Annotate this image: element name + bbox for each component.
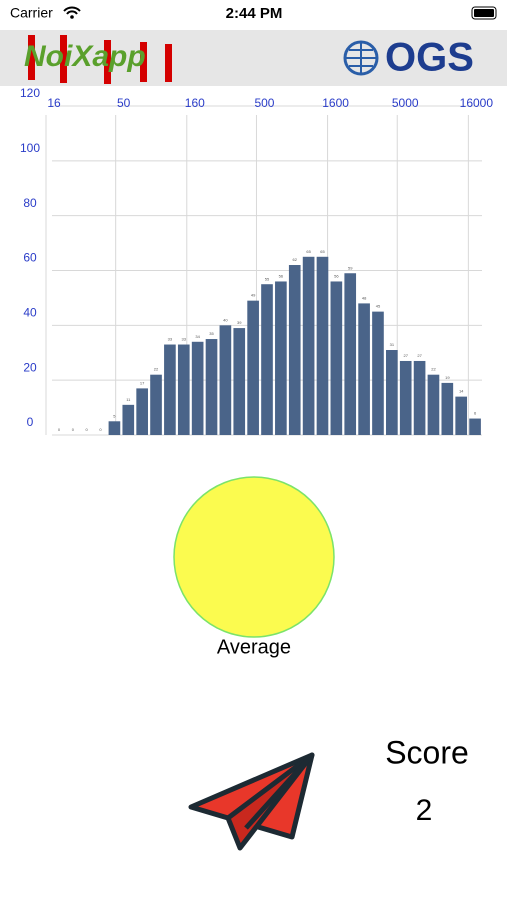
bar [399,360,412,435]
plane-fold [244,753,314,830]
y-tick-label: 100 [20,141,40,155]
value-label: 45 [376,304,381,309]
value-label: 0 [58,427,61,432]
bar [427,374,440,435]
y-tick-label: 0 [27,415,34,429]
x-tick-label: 50 [117,96,131,110]
bar [219,325,232,435]
x-tick-label: 16000 [460,96,494,110]
value-label: 5 [113,413,116,418]
bar [122,404,135,435]
value-label: 22 [431,367,436,372]
ogs-globe [343,40,379,76]
value-label: 6 [474,411,477,416]
y-tick-label: 120 [20,86,40,100]
value-label: 55 [265,276,270,281]
bar [358,303,370,435]
logo-bar [28,35,35,80]
value-label: 34 [195,334,200,339]
battery [471,6,497,20]
bar [150,374,162,435]
bar [136,388,148,435]
value-label: 27 [403,353,408,358]
bar [288,265,301,435]
value-label: 59 [348,265,353,270]
value-label: 56 [334,274,339,279]
bar [164,344,176,435]
value-label: 40 [223,317,228,322]
value-label: 17 [140,380,145,385]
bar [455,396,468,435]
wifi-icon [63,6,81,15]
time: 2:44 PM [226,5,283,22]
x-tick-label: 500 [254,96,274,110]
value-label: 0 [86,427,89,432]
value-label: 48 [362,295,367,300]
y-tick-label: 80 [23,196,37,210]
value-label: 0 [72,427,75,432]
value-label: 19 [445,375,450,380]
bar [386,350,398,435]
x-tick-label: 1600 [322,96,349,110]
value-label: 0 [99,427,102,432]
logo-bar [104,40,111,84]
bar [261,284,273,435]
bar [191,341,204,435]
bar [247,300,259,435]
bar [330,281,343,435]
value-label: 22 [154,367,159,372]
bar [441,382,454,435]
bar [316,256,329,435]
value-label: 27 [417,353,422,358]
left-logo: NoiXapp [24,40,146,73]
value-label: 49 [251,293,256,298]
bar [108,421,121,435]
ogs-globe-lines [346,43,376,73]
carrier: Carrier [10,5,53,21]
score-label: Score [385,734,469,770]
logo-bar [140,42,147,82]
battery-level [474,9,494,17]
value-label: 65 [306,249,311,254]
right-logo: OGS [385,36,474,80]
x-tick-label: 16 [47,96,61,110]
bar [372,311,384,435]
bar [302,256,315,435]
value-label: 31 [390,342,395,347]
bar [233,328,246,435]
x-tick-label: 5000 [392,96,419,110]
bar [275,281,287,435]
value-label: 35 [209,331,214,336]
status-bar [0,0,507,30]
value-label: 14 [459,389,464,394]
bar [205,339,218,435]
y-tick-label: 20 [23,360,37,374]
value-label: 33 [168,337,173,342]
value-label: 39 [237,320,242,325]
header [0,30,507,86]
bar [469,418,481,435]
wifi-dot [70,15,74,19]
score-value: 2 [416,794,433,827]
bar [344,273,357,435]
value-label: 65 [320,249,325,254]
average-indicator [173,476,335,638]
left-logo-bars [28,35,172,84]
value-label: 62 [293,257,298,262]
x-tick-label: 160 [185,96,205,110]
bar [413,360,426,435]
value-label: 56 [279,274,284,279]
value-label: 11 [126,397,131,402]
indicator-label: Average [217,636,291,658]
paper-plane [188,752,315,851]
logo-bar [165,44,172,82]
bar [177,344,190,435]
y-tick-label: 40 [23,306,37,320]
y-tick-label: 60 [23,251,37,265]
logo-bar [60,35,67,83]
value-label: 33 [182,337,187,342]
